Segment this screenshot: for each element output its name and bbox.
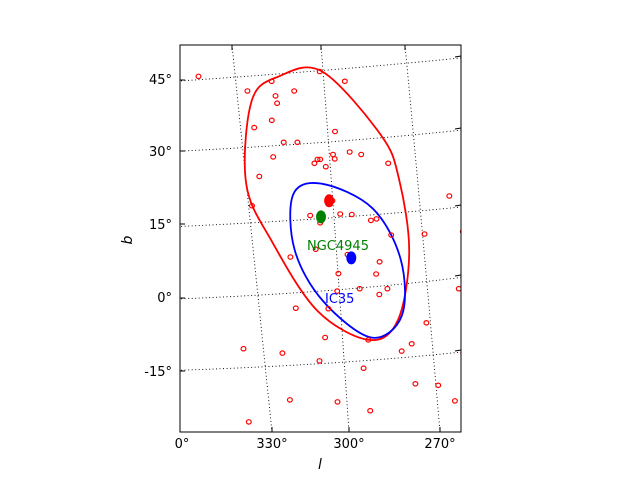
y-tick-label: 15° (149, 218, 172, 233)
galaxy-point (365, 337, 372, 343)
galaxy-point (268, 78, 275, 85)
galaxy-point (240, 345, 247, 352)
galaxy-point (538, 384, 543, 388)
galaxy-point (322, 334, 329, 341)
galaxy-point (367, 407, 374, 414)
galaxy-point (348, 211, 355, 218)
galaxy-point (292, 305, 299, 312)
galaxy-point (384, 285, 391, 292)
galaxy-point (459, 229, 461, 234)
galaxy-point (455, 285, 461, 292)
green-source-marker (316, 210, 326, 224)
galaxy-point (541, 390, 546, 394)
galaxy-point (358, 151, 365, 158)
galaxy-point (322, 163, 329, 170)
galaxy-point (294, 139, 301, 146)
grid-latitude-minus15 (180, 351, 461, 371)
galaxy-point (270, 154, 277, 160)
galaxy-point (465, 384, 470, 388)
galaxy-point (376, 291, 383, 298)
galaxy-point (421, 231, 428, 237)
blue-contour (289, 182, 406, 339)
galaxy-point (398, 348, 405, 354)
y-tick-label: 0° (157, 291, 172, 306)
galaxy-point (286, 397, 293, 403)
x-tick-label: 330° (256, 437, 287, 452)
blue-source-marker (346, 251, 357, 265)
grid-latitude-30 (180, 129, 461, 152)
galaxy-point (385, 160, 392, 167)
galaxy-point (373, 271, 380, 277)
grid-longitude-300 (320, 45, 350, 432)
y-tick-label: -15° (144, 365, 172, 380)
galaxy-point (478, 313, 483, 317)
galaxy-point (325, 305, 332, 312)
galaxy-point (311, 160, 318, 167)
galaxy-point (367, 217, 374, 224)
galaxy-point (245, 419, 252, 425)
galaxy-point (316, 68, 323, 75)
galaxy-point (356, 285, 363, 292)
galaxy-point (312, 246, 319, 253)
galaxy-point (256, 173, 263, 180)
galaxy-point (317, 156, 324, 163)
galaxy-point (446, 193, 453, 199)
galaxy-point (451, 398, 458, 404)
x-tick-label: 0° (175, 437, 190, 452)
grid-longitude-270 (404, 45, 441, 432)
galaxy-point (332, 128, 339, 135)
x-axis-label: l (318, 457, 322, 473)
galaxy-point (423, 319, 430, 326)
galaxy-point (316, 358, 323, 364)
galaxy-point (272, 93, 279, 99)
galaxy-point (280, 139, 287, 146)
galaxy-point (249, 202, 256, 209)
grid-latitude-15 (180, 206, 461, 227)
galaxy-point (337, 211, 344, 217)
annotation-ngc4945: NGC4945 (307, 239, 369, 254)
galaxy-point (314, 156, 321, 163)
grid-longitude-330 (231, 45, 273, 432)
galaxy-point (388, 232, 395, 238)
galaxy-point (408, 340, 415, 347)
galaxy-point (291, 88, 298, 94)
galaxy-point (412, 380, 419, 387)
galaxy-point (460, 351, 461, 356)
galaxy-point (341, 78, 348, 85)
annotation-ic35: IC35 (325, 292, 354, 307)
x-tick-label: 300° (333, 437, 364, 452)
red-contour (243, 66, 411, 342)
galaxy-point (360, 365, 367, 372)
galaxy-point (346, 149, 353, 155)
y-axis-label: b (120, 235, 136, 244)
galaxy-point (435, 382, 442, 389)
galaxy-point (274, 100, 281, 107)
plot-area (180, 45, 461, 432)
galaxy-point (373, 216, 380, 222)
galaxy-point (244, 88, 251, 94)
galaxy-point (279, 350, 286, 356)
galaxy-point (251, 124, 258, 131)
galaxy-point (307, 212, 314, 219)
y-tick-label: 30° (149, 145, 172, 160)
marker-layer (195, 38, 546, 425)
galaxy-point (360, 38, 365, 42)
galaxy-point (287, 254, 294, 260)
galaxy-point (376, 258, 383, 265)
x-tick-label: 270° (424, 437, 455, 452)
y-tick-label: 45° (149, 73, 172, 88)
galaxy-point (268, 117, 275, 124)
galaxy-point (195, 73, 202, 80)
galaxy-point (335, 270, 342, 277)
galaxy-point (275, 38, 280, 42)
galaxy-point (513, 395, 518, 399)
boundary-ticks (180, 45, 462, 432)
red-source-marker (324, 194, 335, 208)
galaxy-point (334, 399, 341, 405)
galaxy-point (331, 156, 338, 162)
galaxy-point (334, 288, 341, 294)
